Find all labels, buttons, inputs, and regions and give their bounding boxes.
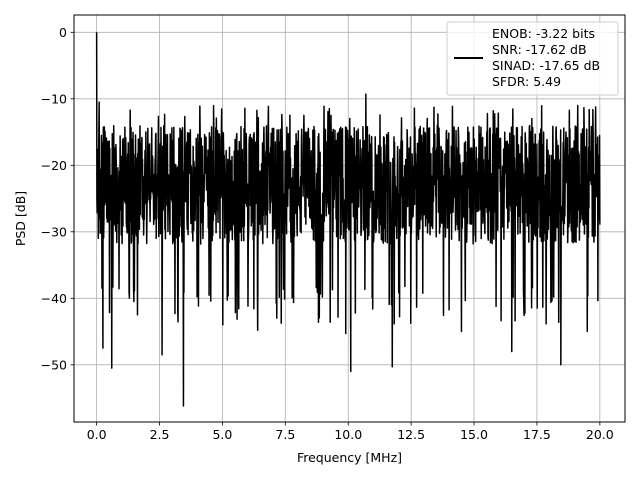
y-tick-label: 0 bbox=[59, 25, 67, 40]
legend-snr: SNR: -17.62 dB bbox=[492, 42, 587, 57]
axis-ticks: 0.0 2.5 5.0 7.5 10.0 12.5 15.0 17.5 20.0 0 −10 −20 −… bbox=[41, 25, 614, 442]
legend-sinad: SINAD: -17.65 dB bbox=[492, 58, 600, 73]
x-tick-label: 20.0 bbox=[586, 427, 614, 442]
legend: ENOB: -3.22 bits SNR: -17.62 dB SINAD: -… bbox=[446, 21, 619, 96]
psd-series-line bbox=[95, 32, 601, 407]
plot-area bbox=[95, 32, 601, 407]
x-tick-label: 17.5 bbox=[523, 427, 551, 442]
x-tick-label: 10.0 bbox=[334, 427, 362, 442]
y-tick-label: −40 bbox=[41, 291, 67, 306]
y-tick-label: −20 bbox=[41, 158, 67, 173]
legend-sfdr: SFDR: 5.49 bbox=[492, 74, 561, 89]
legend-enob: ENOB: -3.22 bits bbox=[492, 26, 595, 41]
y-tick-label: −50 bbox=[41, 357, 67, 372]
x-tick-label: 0.0 bbox=[87, 427, 107, 442]
x-tick-label: 5.0 bbox=[212, 427, 232, 442]
axes-frame bbox=[73, 14, 626, 423]
y-tick-label: −10 bbox=[41, 91, 67, 106]
x-tick-label: 12.5 bbox=[397, 427, 425, 442]
x-tick-label: 15.0 bbox=[460, 427, 488, 442]
x-axis-label: Frequency [MHz] bbox=[297, 450, 402, 465]
y-axis-label: PSD [dB] bbox=[13, 191, 28, 246]
y-tick-label: −30 bbox=[41, 224, 67, 239]
x-tick-label: 7.5 bbox=[275, 427, 295, 442]
x-tick-label: 2.5 bbox=[150, 427, 170, 442]
legend-box bbox=[446, 21, 619, 96]
